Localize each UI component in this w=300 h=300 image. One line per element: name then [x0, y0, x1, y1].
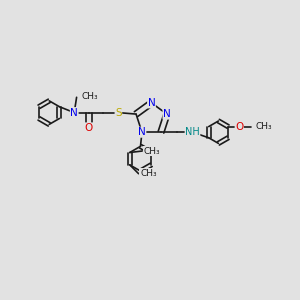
Text: N: N: [163, 109, 171, 119]
Text: O: O: [85, 123, 93, 133]
Text: CH₃: CH₃: [81, 92, 98, 101]
Text: N: N: [70, 108, 78, 118]
Text: N: N: [138, 127, 146, 137]
Text: CH₃: CH₃: [144, 146, 160, 155]
Text: NH: NH: [185, 127, 200, 137]
Text: O: O: [235, 122, 243, 132]
Text: CH₃: CH₃: [140, 169, 157, 178]
Text: CH₃: CH₃: [255, 122, 272, 131]
Text: S: S: [115, 108, 122, 118]
Text: N: N: [148, 98, 155, 108]
